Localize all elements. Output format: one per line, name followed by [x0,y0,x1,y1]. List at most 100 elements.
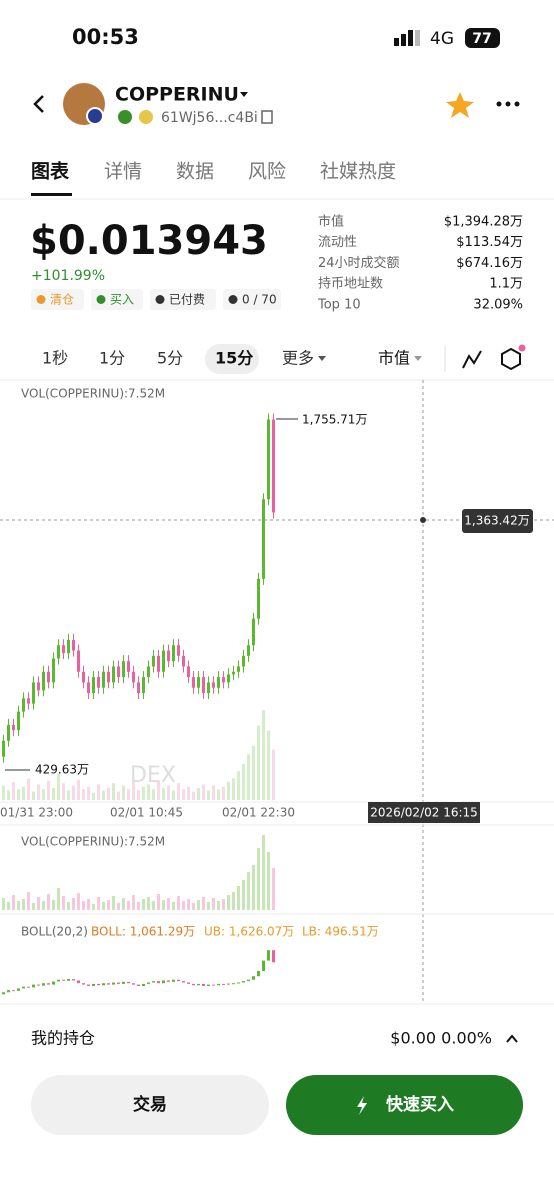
quick-buy-button[interactable] [286,1075,523,1135]
volume-bar [157,780,160,800]
volume-bar [62,783,65,800]
tag-bg [150,289,216,310]
volume-bar [172,790,175,800]
high-label: 1,755.71万 [302,413,367,427]
copy-icon[interactable] [261,110,273,124]
mini-candle [72,979,75,981]
favorite[interactable] [446,92,474,118]
candle [272,419,275,513]
volume-bar [222,786,225,800]
candle [177,645,180,656]
tab[interactable]: 数据 [176,161,214,183]
volume-bar [97,784,100,800]
mini-candle [52,981,55,985]
candle [162,650,165,672]
mini-candle [262,960,265,972]
volume-bar [7,902,10,910]
token-symbol[interactable]: COPPERINU [115,84,239,106]
candle [97,677,100,688]
mini-candle [12,990,15,992]
interval-selected [205,344,259,374]
candle [47,671,50,683]
volume-bar [92,792,95,800]
mini-candle [37,984,40,986]
candle [227,674,230,683]
volume-bar [267,730,270,800]
volume-bar [122,785,125,800]
volume-bar [102,902,105,910]
volume-bar [217,789,220,800]
tag-bg [91,289,143,310]
back-button[interactable] [33,95,44,113]
mini-candle [217,983,220,986]
mini-candle [67,979,70,981]
expand-caret[interactable] [506,1034,518,1043]
settings-icon[interactable] [501,347,521,371]
mini-candle [272,950,275,963]
candle [202,677,205,694]
candle [77,650,80,672]
volume-bar [82,901,85,910]
tab[interactable]: 社媒热度 [320,161,396,183]
stat-value: $1,394.28万 [444,215,523,230]
volume-bar [162,900,165,910]
candle [267,419,270,500]
volume-bar [187,786,190,800]
interval[interactable]: 15分 [215,349,253,368]
mini-candle [177,979,180,982]
volume-bar [202,897,205,910]
candle [237,666,240,672]
volume-bar [2,898,5,910]
mini-candle [247,979,250,982]
interval[interactable]: 5分 [157,349,183,368]
volume-bar [87,899,90,910]
interval[interactable]: 1秒 [42,349,68,368]
volume-bar [17,789,20,800]
volume-bar [192,903,195,910]
mini-candle [32,984,35,988]
tag: 已付费 [169,293,205,307]
stat-label: Top 10 [317,297,361,312]
candle [102,671,105,688]
candle [117,666,120,678]
tab[interactable]: 详情 [104,161,142,183]
volume-bar [217,901,220,910]
trade-button[interactable] [31,1075,269,1135]
interval[interactable]: 1分 [99,349,125,368]
boll-name: BOLL(20,2) [21,925,88,939]
candle [107,671,110,683]
volume-bar [152,901,155,910]
candle [67,639,70,654]
tab[interactable]: 图表 [31,160,70,183]
volume-bar [247,872,250,910]
mini-candle [57,979,60,982]
candle [172,645,175,662]
interval[interactable]: 更多 [282,349,314,368]
mini-candle [97,983,100,986]
volume-bar [182,901,185,910]
metric-select[interactable]: 市值 [378,349,410,368]
volume-bar [272,868,275,910]
volume-bar [117,903,120,910]
indicator-icon[interactable] [462,350,482,369]
tag-icon [228,295,238,304]
trade-label: 交易 [133,1094,167,1115]
more-menu[interactable] [496,101,520,107]
tab[interactable]: 风险 [248,161,286,183]
battery-level: 77 [472,31,491,47]
tag: 0 / 70 [242,293,277,307]
volume-bar [237,886,240,910]
stat-label: 24小时成交额 [318,255,400,271]
mini-candle [82,983,85,985]
signal [394,30,420,46]
token-address: 61Wj56...c4Bi [161,110,258,126]
volume-bar [17,901,20,910]
volume-bar [132,782,135,800]
symbol-caret[interactable] [240,92,248,97]
volume-bar [87,786,90,800]
volume-bar [142,899,145,910]
candle [232,671,235,675]
volume-bar [212,898,215,910]
volume-bar [182,789,185,800]
candle [82,671,85,683]
